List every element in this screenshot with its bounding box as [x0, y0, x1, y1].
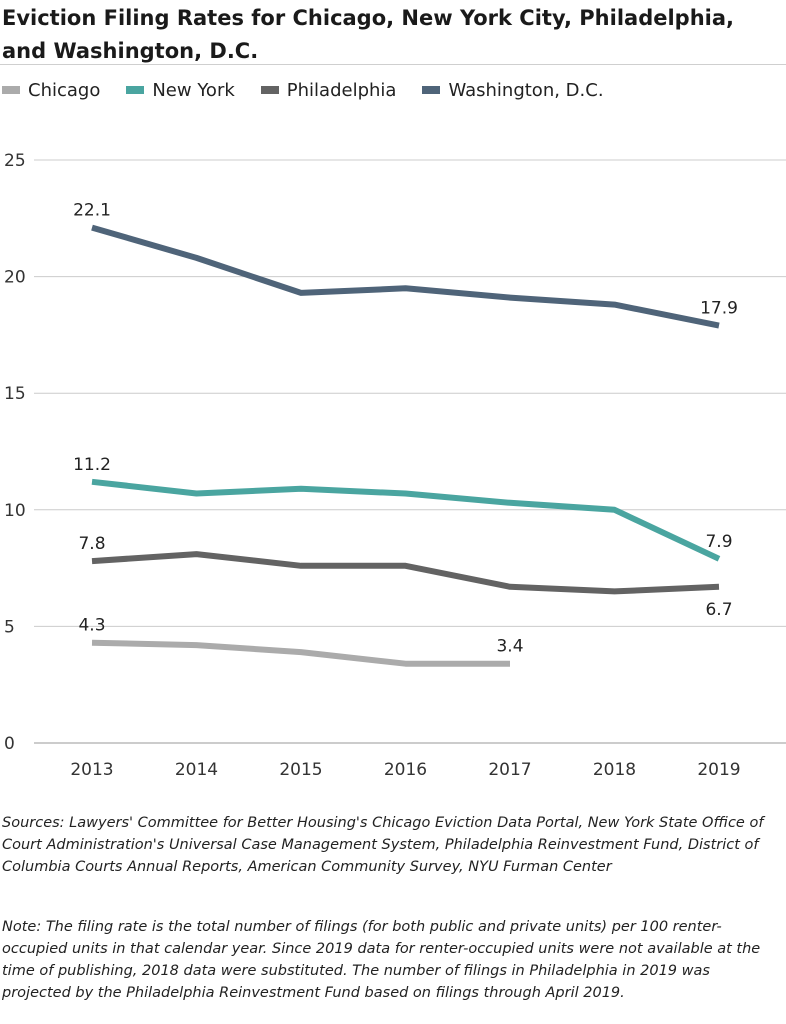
series-line-philadelphia: [91, 551, 720, 595]
title-divider: [0, 64, 786, 65]
data-label-washington-d-c-2019: 17.9: [700, 299, 738, 319]
legend-item-new-york: New York: [126, 79, 235, 101]
series-line-new-york: [91, 478, 721, 562]
y-tick-label-25: 25: [4, 151, 26, 171]
series-line-washington-d-c: [91, 224, 720, 329]
y-axis-ticks: 0 5 10 15 20 25: [4, 151, 26, 754]
legend-swatch: [422, 86, 441, 94]
x-tick-label-2017: 2017: [488, 760, 531, 780]
x-tick-label-2019: 2019: [697, 760, 740, 780]
data-label-philadelphia-2013: 7.8: [78, 534, 105, 554]
x-axis-ticks: 2013 2014 2015 2016 2017 2018 2019: [70, 760, 740, 780]
x-tick-label-2016: 2016: [384, 760, 427, 780]
legend-swatch: [260, 86, 279, 94]
series-lines: [91, 224, 721, 667]
note-text: Note: The filing rate is the total numbe…: [2, 919, 761, 1001]
legend-label: New York: [152, 79, 235, 101]
sources-text: Sources: Lawyers' Committee for Better H…: [2, 815, 764, 875]
data-label-new-york-2019: 7.9: [705, 532, 732, 552]
x-tick-label-2014: 2014: [175, 760, 218, 780]
x-tick-label-2015: 2015: [279, 760, 322, 780]
legend-swatch: [126, 86, 145, 94]
x-tick-label-2013: 2013: [70, 760, 113, 780]
data-label-chicago-2017: 3.4: [496, 637, 523, 657]
legend-item-chicago: Chicago: [2, 80, 100, 101]
x-tick-label-2018: 2018: [593, 760, 636, 780]
y-tick-label-0: 0: [4, 734, 15, 754]
chart-legend: Chicago New York Philadelphia Washington, D…: [2, 76, 630, 104]
data-label-new-york-2013: 11.2: [73, 455, 111, 475]
chart-title: Eviction Filing Rates for Chicago, New Y…: [2, 6, 735, 63]
y-tick-label-20: 20: [4, 268, 26, 288]
y-tick-label-10: 10: [4, 501, 26, 521]
legend-swatch: [2, 86, 20, 94]
y-tick-label-15: 15: [4, 384, 26, 404]
y-tick-label-5: 5: [4, 617, 15, 637]
legend-label: Philadelphia: [286, 79, 397, 101]
legend-label: Washington, D.C.: [448, 79, 604, 101]
data-labels: 4.3 3.4 11.2 7.9 7.8 6.7 22.1 17.9: [73, 201, 738, 657]
series-line-chicago: [91, 639, 510, 667]
legend-item-philadelphia: Philadelphia: [260, 79, 397, 101]
data-label-philadelphia-2019: 6.7: [705, 600, 732, 620]
data-label-washington-d-c-2013: 22.1: [73, 201, 111, 221]
legend-item-washington-d-c: Washington, D.C.: [422, 79, 604, 101]
legend-label: Chicago: [28, 79, 101, 101]
data-label-chicago-2013: 4.3: [78, 616, 105, 636]
gridlines: [34, 159, 786, 744]
